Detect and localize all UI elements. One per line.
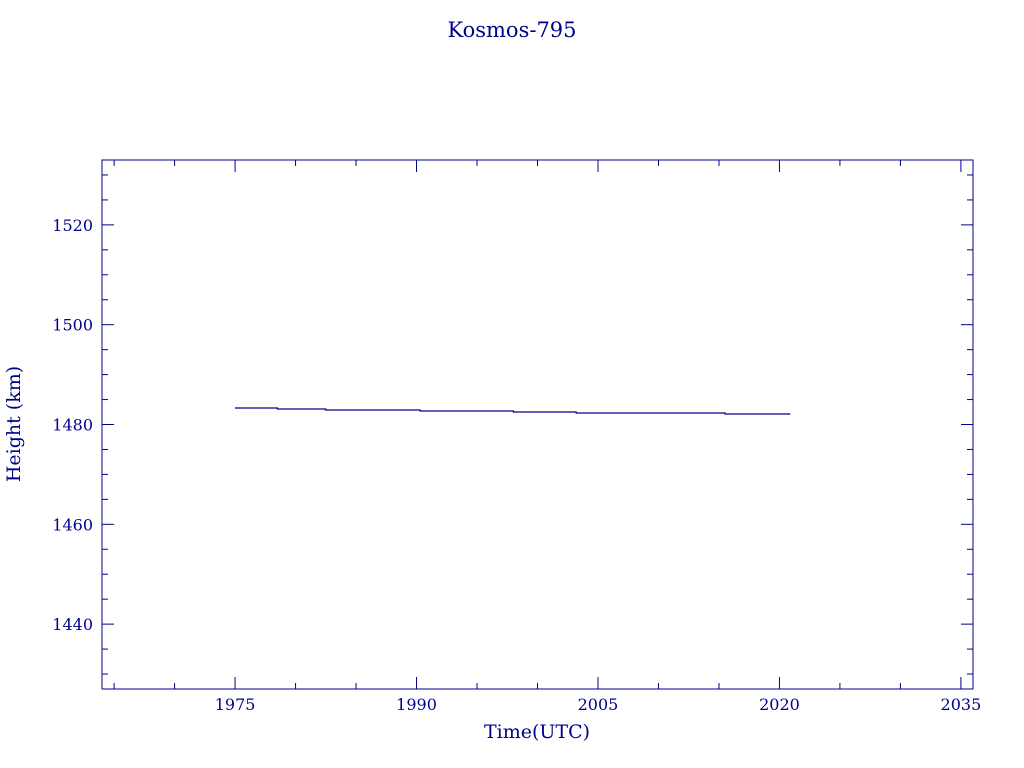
series-layer	[235, 407, 791, 415]
height-series-line	[235, 407, 791, 415]
x-tick-label: 1990	[396, 695, 437, 714]
y-tick-label: 1500	[52, 316, 93, 335]
x-tick-label: 2005	[578, 695, 619, 714]
plot-frame	[101, 159, 974, 690]
y-tick-label: 1440	[52, 615, 93, 634]
y-axis-label: Height (km)	[3, 366, 25, 482]
x-axis-label: Time(UTC)	[484, 721, 590, 743]
y-tick-label: 1520	[52, 216, 93, 235]
x-tick-label: 1975	[215, 695, 256, 714]
axis-ticks	[102, 160, 973, 689]
chart-title: Kosmos-795	[447, 18, 576, 42]
y-tick-label: 1460	[52, 515, 93, 534]
tick-labels: 1975 1990 2005 2020 2035 1440 1460 1480 1500 1520	[52, 216, 981, 714]
x-tick-label: 2020	[759, 695, 800, 714]
y-tick-label: 1480	[52, 416, 93, 435]
x-tick-label: 2035	[941, 695, 982, 714]
